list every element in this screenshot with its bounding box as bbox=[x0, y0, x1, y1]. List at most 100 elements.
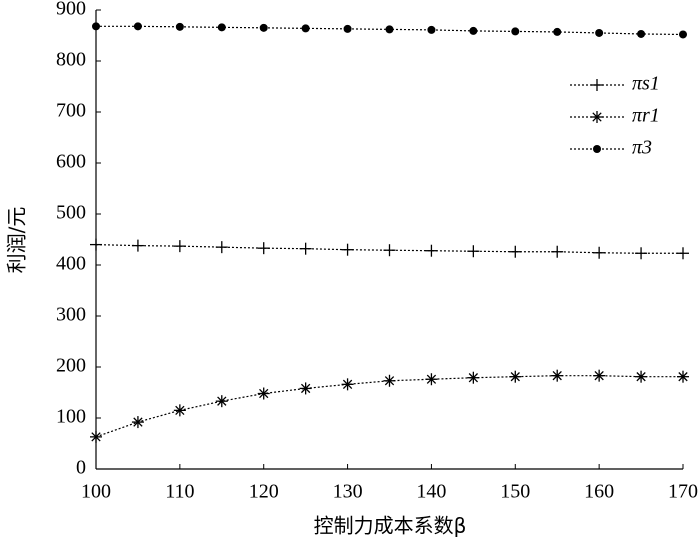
marker bbox=[175, 22, 184, 31]
y-tick-label: 200 bbox=[56, 355, 86, 377]
marker-dot bbox=[301, 24, 310, 33]
marker-stroke bbox=[175, 405, 185, 416]
marker bbox=[299, 242, 312, 255]
marker bbox=[509, 370, 522, 383]
marker-stroke bbox=[300, 383, 311, 394]
marker bbox=[593, 145, 601, 153]
marker bbox=[593, 246, 606, 259]
marker bbox=[511, 27, 520, 36]
marker bbox=[679, 30, 687, 39]
marker bbox=[591, 111, 603, 123]
y-tick-label: 700 bbox=[56, 100, 86, 122]
marker-dot bbox=[343, 24, 352, 33]
marker-stroke bbox=[594, 371, 604, 381]
y-tick-label: 500 bbox=[56, 202, 86, 224]
marker bbox=[299, 382, 312, 395]
marker bbox=[257, 242, 270, 255]
y-tick-label: 100 bbox=[56, 406, 86, 428]
marker-stroke bbox=[678, 372, 688, 382]
y-tick-label: 800 bbox=[56, 49, 86, 71]
marker bbox=[341, 378, 354, 391]
marker bbox=[553, 27, 562, 36]
x-tick-label: 100 bbox=[81, 481, 111, 503]
marker-stroke bbox=[342, 379, 353, 389]
x-tick-label: 140 bbox=[416, 481, 446, 503]
marker bbox=[509, 245, 522, 258]
marker-dot bbox=[385, 25, 394, 34]
marker bbox=[467, 245, 480, 258]
legend-label: π3 bbox=[632, 137, 652, 159]
marker bbox=[341, 243, 354, 256]
marker bbox=[257, 387, 270, 400]
marker-dot bbox=[679, 30, 687, 39]
marker bbox=[131, 416, 144, 429]
marker bbox=[173, 404, 186, 417]
y-tick-label: 300 bbox=[56, 304, 86, 326]
x-tick-label: 160 bbox=[584, 481, 614, 503]
marker-stroke bbox=[259, 388, 269, 399]
marker bbox=[383, 374, 396, 387]
marker bbox=[427, 25, 436, 34]
marker bbox=[131, 239, 144, 252]
marker bbox=[467, 371, 480, 384]
marker-dot bbox=[593, 145, 601, 153]
legend-label: πs1 bbox=[632, 73, 660, 95]
marker-dot bbox=[427, 25, 436, 34]
x-tick-label: 120 bbox=[249, 481, 279, 503]
marker-stroke bbox=[91, 432, 101, 442]
marker bbox=[92, 22, 100, 31]
marker-stroke bbox=[468, 373, 479, 383]
legend-label: πr1 bbox=[632, 105, 660, 127]
marker bbox=[551, 369, 564, 382]
marker bbox=[677, 370, 689, 383]
marker bbox=[90, 430, 102, 443]
marker bbox=[343, 24, 352, 33]
marker-stroke bbox=[552, 371, 562, 381]
marker-stroke bbox=[426, 374, 437, 384]
marker-dot bbox=[259, 23, 268, 32]
marker-dot bbox=[175, 22, 184, 31]
x-tick-label: 170 bbox=[668, 481, 698, 503]
marker bbox=[635, 370, 648, 383]
marker bbox=[425, 244, 438, 257]
marker-dot bbox=[553, 27, 562, 36]
marker bbox=[595, 28, 604, 37]
marker-dot bbox=[595, 28, 604, 37]
marker-stroke bbox=[636, 372, 646, 382]
marker bbox=[383, 244, 396, 257]
marker bbox=[551, 245, 564, 258]
marker bbox=[173, 240, 186, 253]
y-tick-label: 400 bbox=[56, 253, 86, 275]
x-tick-label: 130 bbox=[333, 481, 363, 503]
marker bbox=[469, 26, 478, 35]
x-tick-label: 110 bbox=[165, 481, 194, 503]
marker-dot bbox=[133, 22, 142, 31]
marker-stroke bbox=[510, 372, 520, 382]
marker-stroke bbox=[133, 417, 143, 427]
marker bbox=[215, 241, 228, 254]
marker bbox=[133, 22, 142, 31]
x-axis-title: 控制力成本系数β bbox=[314, 514, 467, 538]
marker bbox=[425, 373, 438, 386]
marker bbox=[637, 29, 646, 38]
marker-dot bbox=[637, 29, 646, 38]
marker-stroke bbox=[592, 112, 602, 122]
y-tick-label: 600 bbox=[56, 151, 86, 173]
marker-dot bbox=[217, 23, 226, 32]
marker bbox=[217, 23, 226, 32]
marker-dot bbox=[469, 26, 478, 35]
marker-dot bbox=[92, 22, 100, 31]
y-tick-label: 900 bbox=[56, 0, 86, 20]
marker bbox=[90, 238, 102, 251]
marker bbox=[593, 369, 606, 382]
marker-stroke bbox=[217, 396, 227, 406]
marker bbox=[677, 247, 689, 260]
marker bbox=[259, 23, 268, 32]
x-tick-label: 150 bbox=[500, 481, 530, 503]
y-axis-title: 利润/元 bbox=[5, 207, 29, 274]
marker bbox=[635, 247, 648, 260]
marker-dot bbox=[511, 27, 520, 36]
marker bbox=[591, 79, 603, 91]
